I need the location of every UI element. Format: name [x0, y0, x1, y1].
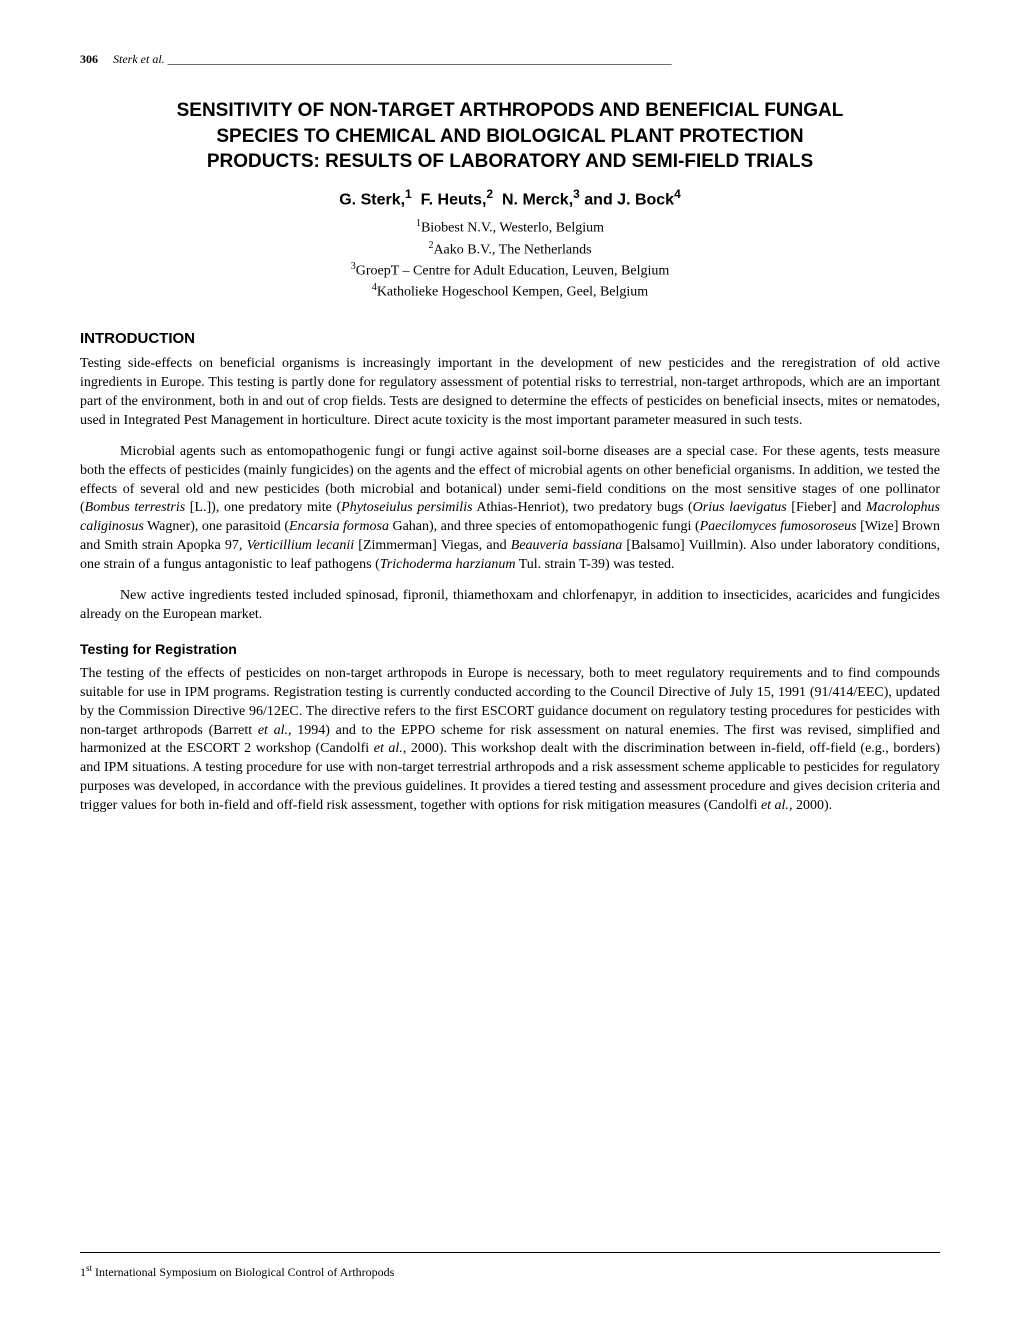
header-dash-line: ________________________________________… — [168, 52, 672, 66]
title-line-2: SPECIES TO CHEMICAL AND BIOLOGICAL PLANT… — [216, 126, 803, 147]
testing-heading: Testing for Registration — [80, 641, 940, 657]
intro-paragraph-2: Microbial agents such as entomopathogeni… — [80, 443, 940, 575]
intro-paragraph-3: New active ingredients tested included s… — [80, 587, 940, 625]
page-header: 306 Sterk et al. _______________________… — [80, 50, 940, 68]
page-footer: 1st International Symposium on Biologica… — [80, 1252, 940, 1280]
intro-heading: INTRODUCTION — [80, 330, 940, 347]
running-authors: Sterk et al. — [113, 52, 165, 66]
page-header-line: 306 Sterk et al. _______________________… — [80, 52, 672, 66]
spacer — [101, 52, 110, 66]
title-line-1: SENSITIVITY OF NON-TARGET ARTHROPODS AND… — [177, 100, 844, 121]
testing-paragraph: The testing of the effects of pesticides… — [80, 665, 940, 816]
affiliations: 1Biobest N.V., Westerlo, Belgium2Aako B.… — [80, 217, 940, 302]
page-number: 306 — [80, 52, 98, 66]
title-line-3: PRODUCTS: RESULTS OF LABORATORY AND SEMI… — [207, 151, 813, 172]
footer-text: 1st International Symposium on Biologica… — [80, 1265, 394, 1279]
article-title: SENSITIVITY OF NON-TARGET ARTHROPODS AND… — [80, 98, 940, 175]
intro-paragraph-1: Testing side-effects on beneficial organ… — [80, 355, 940, 431]
authors-line: G. Sterk,1 F. Heuts,2 N. Merck,3 and J. … — [80, 187, 940, 209]
footer-rule — [80, 1252, 940, 1253]
